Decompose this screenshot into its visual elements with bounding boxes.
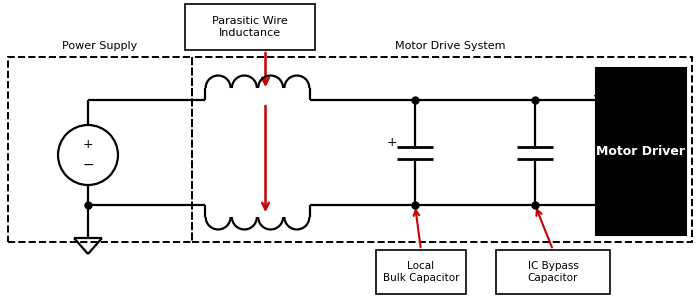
Bar (8, 57, 192, 242)
Bar (496, 250, 610, 294)
Text: Motor Driver: Motor Driver (596, 145, 686, 158)
Text: Parasitic Wire
Inductance: Parasitic Wire Inductance (212, 16, 288, 38)
Bar (596, 68, 686, 235)
Text: +: + (82, 139, 93, 151)
Text: VM: VM (594, 95, 611, 105)
Text: Power Supply: Power Supply (62, 41, 138, 51)
Text: Motor Drive System: Motor Drive System (395, 41, 505, 51)
Bar (376, 250, 466, 294)
Text: GND: GND (594, 200, 619, 210)
Bar (185, 4, 315, 50)
Bar (192, 57, 692, 242)
Text: IC Bypass
Capacitor: IC Bypass Capacitor (528, 261, 579, 283)
Text: −: − (82, 158, 94, 172)
Text: +: + (387, 136, 397, 149)
Text: Local
Bulk Capacitor: Local Bulk Capacitor (383, 261, 459, 283)
